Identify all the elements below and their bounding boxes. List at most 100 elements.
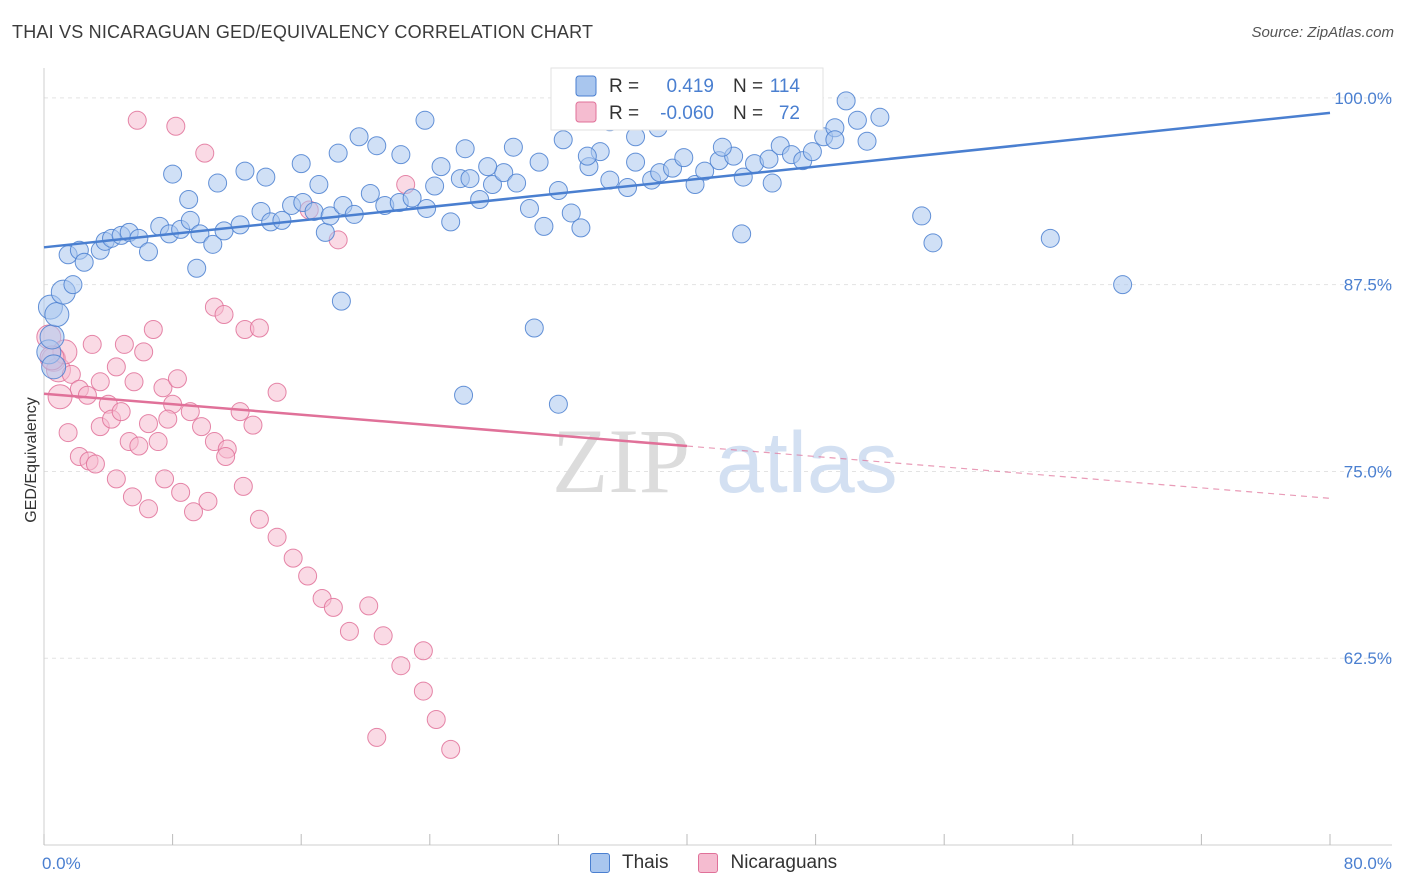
thais-point-81	[208, 173, 228, 193]
thais-point-44	[470, 189, 490, 209]
nicaraguans-point-51	[298, 566, 318, 586]
nicaraguans-point-8	[90, 372, 110, 392]
thais-point-31	[315, 222, 335, 242]
y-tick-label-1: 87.5%	[1344, 276, 1392, 295]
thais-point-47	[507, 173, 527, 193]
nicaraguans-point-36	[243, 415, 263, 435]
thais-point-111	[331, 291, 351, 311]
legend-swatch-thais	[575, 75, 597, 97]
nicaraguans-point-27	[138, 414, 158, 434]
nicaraguans-point-40	[122, 487, 142, 507]
nicaraguans-point-30	[167, 369, 187, 389]
thais-point-106	[912, 206, 932, 226]
nicaraguans-point-45	[198, 491, 218, 511]
legend-item-nicaraguans: Nicaraguans	[698, 852, 837, 874]
nicaraguans-point-38	[85, 454, 105, 474]
thais-point-102	[712, 137, 732, 157]
thais-point-4	[44, 302, 70, 328]
nicaraguans-point-62	[166, 116, 186, 136]
nicaraguans-point-13	[134, 342, 154, 362]
nicaraguans-point-53	[323, 597, 343, 617]
trend-lines	[43, 111, 1331, 499]
nicaraguans-point-7	[82, 334, 102, 354]
legend-item-label-nicaraguans: Nicaraguans	[730, 852, 838, 873]
thais-point-114	[524, 318, 544, 338]
nicaraguans-point-65	[214, 305, 234, 325]
nicaraguans-point-29	[158, 409, 178, 429]
legend-n-label-nicaraguans: N =	[733, 103, 763, 124]
nicaraguans-point-47	[233, 476, 253, 496]
y-tick-label-0: 100.0%	[1334, 89, 1392, 108]
thais-point-48	[519, 198, 539, 218]
nicaraguans-point-60	[441, 739, 461, 759]
nicaraguans-point-24	[111, 402, 131, 422]
thais-point-92	[455, 139, 475, 159]
nicaraguans-point-49	[267, 527, 287, 547]
nicaraguans-point-48	[249, 509, 269, 529]
series-legend: Thais Nicaraguans	[590, 852, 867, 874]
thais-point-87	[349, 127, 369, 147]
thais-point-109	[1040, 228, 1060, 248]
nicaraguans-point-54	[339, 621, 359, 641]
thais-point-90	[415, 110, 435, 130]
thais-point-23	[214, 221, 234, 241]
legend-n-label-thais: N =	[733, 76, 763, 97]
thais-point-50	[548, 181, 568, 201]
nicaraguans-point-71	[413, 641, 433, 661]
thais-point-93	[478, 157, 498, 177]
nicaraguans-point-55	[359, 596, 379, 616]
nicaraguans-point-59	[426, 709, 446, 729]
nicaraguans-trend-line	[43, 392, 688, 448]
y-tick-label-3: 62.5%	[1344, 649, 1392, 668]
nicaraguans-point-56	[373, 626, 393, 646]
thais-point-41	[441, 212, 461, 232]
legend-swatch-nicaraguans	[575, 101, 597, 123]
thais-point-35	[360, 184, 380, 204]
thais-point-86	[328, 143, 348, 163]
nicaraguans-point-14	[143, 319, 163, 339]
thais-point-2	[39, 324, 65, 350]
nicaraguans-point-43	[171, 482, 191, 502]
thais-point-96	[553, 130, 573, 150]
thais-point-79	[163, 164, 183, 184]
thais-point-3	[41, 354, 67, 380]
x-ticks	[43, 834, 1331, 845]
nicaraguans-point-32	[192, 417, 212, 437]
y-tick-labels: 100.0% 87.5% 75.0% 62.5%	[1334, 89, 1392, 668]
thais-point-83	[256, 167, 276, 187]
thais-point-104	[762, 173, 782, 193]
nicaraguans-point-67	[249, 318, 269, 338]
nicaraguans-point-39	[106, 469, 126, 489]
thais-point-20	[180, 210, 200, 230]
thais-point-105	[825, 130, 845, 150]
thais-point-9	[74, 252, 94, 272]
source-label: Source: ZipAtlas.com	[1251, 24, 1394, 41]
thais-point-52	[571, 218, 591, 238]
nicaraguans-point-35	[230, 402, 250, 422]
thais-point-82	[235, 161, 255, 181]
watermark-atlas: atlas	[716, 415, 898, 511]
nicaraguans-point-37	[267, 382, 287, 402]
x-tick-label-min: 0.0%	[42, 854, 81, 873]
thais-trend-line	[43, 111, 1331, 249]
x-tick-labels: 0.0% 80.0%	[42, 854, 1392, 873]
y-tick-label-2: 75.0%	[1344, 462, 1392, 481]
thais-point-94	[503, 137, 523, 157]
nicaraguans-point-19	[58, 423, 78, 443]
legend-r-label-nicaraguans: R =	[609, 103, 639, 124]
grid-lines	[44, 97, 1392, 659]
nicaraguans-point-61	[127, 110, 147, 130]
thais-point-108	[1113, 275, 1133, 295]
nicaraguans-point-72	[367, 727, 387, 747]
axes	[43, 68, 1392, 846]
nicaraguans-point-10	[106, 357, 126, 377]
legend-item-swatch-thais	[590, 853, 610, 873]
legend-n-value-nicaraguans: 72	[779, 103, 800, 124]
x-tick-label-max: 80.0%	[1344, 854, 1392, 873]
thais-point-110	[187, 258, 207, 278]
legend-r-value-nicaraguans: -0.060	[660, 103, 714, 124]
thais-point-16	[138, 242, 158, 262]
thais-point-97	[577, 146, 597, 166]
nicaraguans-point-44	[183, 502, 203, 522]
